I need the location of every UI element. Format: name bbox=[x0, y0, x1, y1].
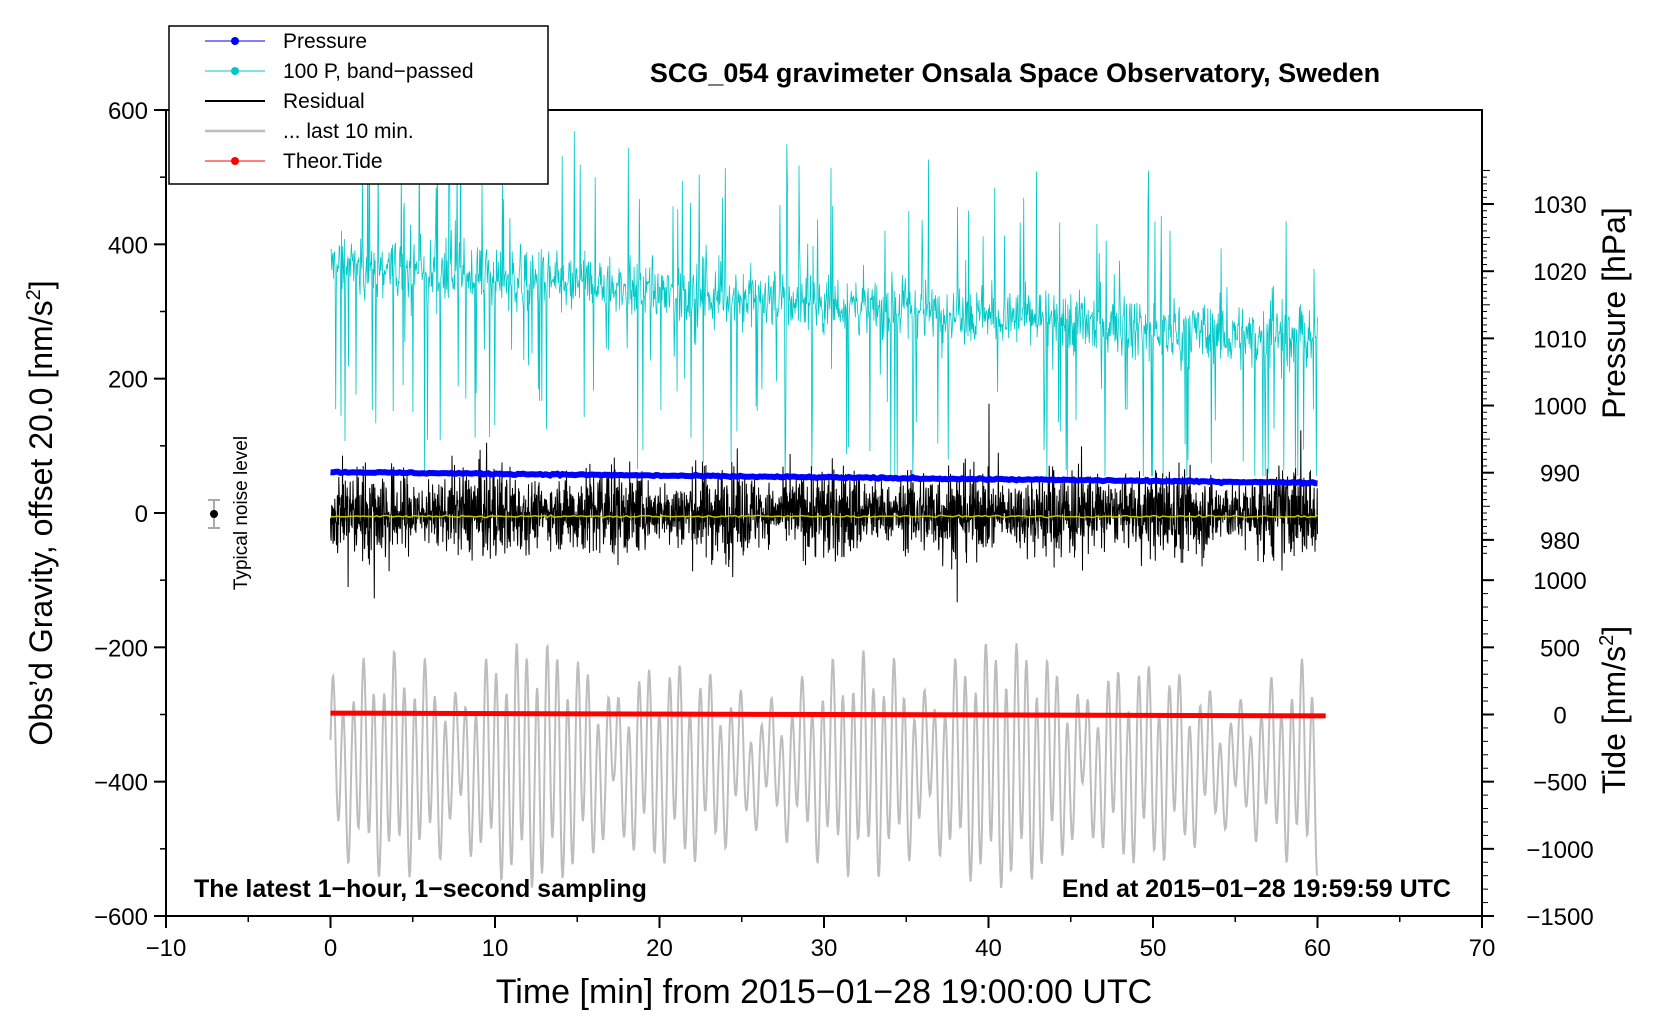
pressure-tick-label: 1000 bbox=[1533, 394, 1586, 421]
series-theor-tide bbox=[330, 710, 1326, 719]
series-residual bbox=[330, 403, 1318, 603]
noise-level-label: Typical noise level bbox=[231, 436, 252, 590]
legend-label-pressure: Pressure bbox=[283, 30, 367, 53]
x-tick-label: 50 bbox=[1140, 935, 1167, 962]
y-axis-label-tide-sup: 2 bbox=[1596, 635, 1618, 646]
legend-entry-theor-tide: Theor.Tide bbox=[205, 150, 383, 173]
y-axis-label-pressure: Pressure [hPa] bbox=[1596, 207, 1632, 419]
x-tick-label: 60 bbox=[1304, 935, 1331, 962]
tide-tick-label: −1000 bbox=[1526, 837, 1593, 864]
y-axis-label-left: Obs’d Gravity, offset 20.0 [nm/s2] bbox=[23, 280, 59, 745]
series-last-10-min bbox=[329, 643, 1319, 889]
legend-entry-bandpassed: 100 P, band−passed bbox=[205, 60, 474, 83]
tide-tick-label: 1000 bbox=[1533, 568, 1586, 595]
legend-label-residual: Residual bbox=[283, 90, 365, 113]
noise-level-marker bbox=[208, 499, 220, 529]
pressure-tick-label: 990 bbox=[1540, 461, 1580, 488]
y-tick-label: −400 bbox=[94, 770, 148, 797]
x-tick-label: 70 bbox=[1469, 935, 1496, 962]
x-tick-label: 0 bbox=[324, 935, 337, 962]
legend-entry-residual: Residual bbox=[205, 90, 365, 113]
legend-entry-pressure: Pressure bbox=[205, 30, 367, 53]
tide-tick-label: 500 bbox=[1540, 635, 1580, 662]
legend: Pressure 100 P, band−passed Residual ...… bbox=[168, 25, 549, 185]
legend-label-last-10-min: ... last 10 min. bbox=[283, 120, 414, 143]
pressure-tick-label: 980 bbox=[1540, 528, 1580, 555]
x-tick-label: 30 bbox=[811, 935, 838, 962]
x-axis-label: Time [min] from 2015−01−28 19:00:00 UTC bbox=[496, 973, 1152, 1011]
legend-entry-last-10-min: ... last 10 min. bbox=[205, 120, 414, 143]
x-tick-label: 10 bbox=[482, 935, 509, 962]
series-layer bbox=[329, 120, 1326, 889]
chart-title: SCG_054 gravimeter Onsala Space Observat… bbox=[650, 58, 1380, 88]
axes-layer: −10 0 10 20 30 40 50 60 70−600−400−2000200400600… bbox=[94, 98, 1594, 962]
tide-tick-label: −500 bbox=[1533, 770, 1587, 797]
pressure-tick-label: 1010 bbox=[1533, 326, 1586, 353]
pressure-tick-label: 1020 bbox=[1533, 259, 1586, 286]
legend-label-theor-tide: Theor.Tide bbox=[283, 150, 383, 173]
x-tick-label: 40 bbox=[975, 935, 1002, 962]
y-tick-label: 200 bbox=[108, 367, 148, 394]
y-axis-label-tide-end: ] bbox=[1596, 626, 1632, 635]
x-tick-label: 20 bbox=[646, 935, 673, 962]
y-axis-label-left-sup: 2 bbox=[23, 289, 45, 300]
legend-box bbox=[168, 25, 549, 185]
y-tick-label: 600 bbox=[108, 98, 148, 125]
y-tick-label: −600 bbox=[94, 904, 148, 931]
x-tick-label: −10 bbox=[146, 935, 187, 962]
y-tick-label: −200 bbox=[94, 635, 148, 662]
series-bandpassed-pressure bbox=[330, 120, 1318, 477]
annotation-sampling: The latest 1−hour, 1−second sampling bbox=[194, 875, 647, 903]
annotation-end-time: End at 2015−01−28 19:59:59 UTC bbox=[1062, 875, 1451, 903]
tide-tick-label: −1500 bbox=[1526, 904, 1593, 931]
y-tick-label: 400 bbox=[108, 232, 148, 259]
tide-tick-label: 0 bbox=[1553, 703, 1566, 730]
y-axis-label-left-end: ] bbox=[23, 280, 59, 289]
y-tick-label: 0 bbox=[135, 501, 148, 528]
legend-label-bandpassed: 100 P, band−passed bbox=[283, 60, 474, 83]
y-axis-label-tide: Tide [nm/s2] bbox=[1596, 626, 1632, 794]
pressure-tick-label: 1030 bbox=[1533, 192, 1586, 219]
y-axis-label-left-main: Obs’d Gravity, offset 20.0 [nm/s bbox=[23, 300, 59, 745]
series-residual-mean bbox=[330, 514, 1318, 519]
y-axis-label-tide-main: Tide [nm/s bbox=[1596, 646, 1632, 794]
series-pressure bbox=[330, 468, 1318, 487]
